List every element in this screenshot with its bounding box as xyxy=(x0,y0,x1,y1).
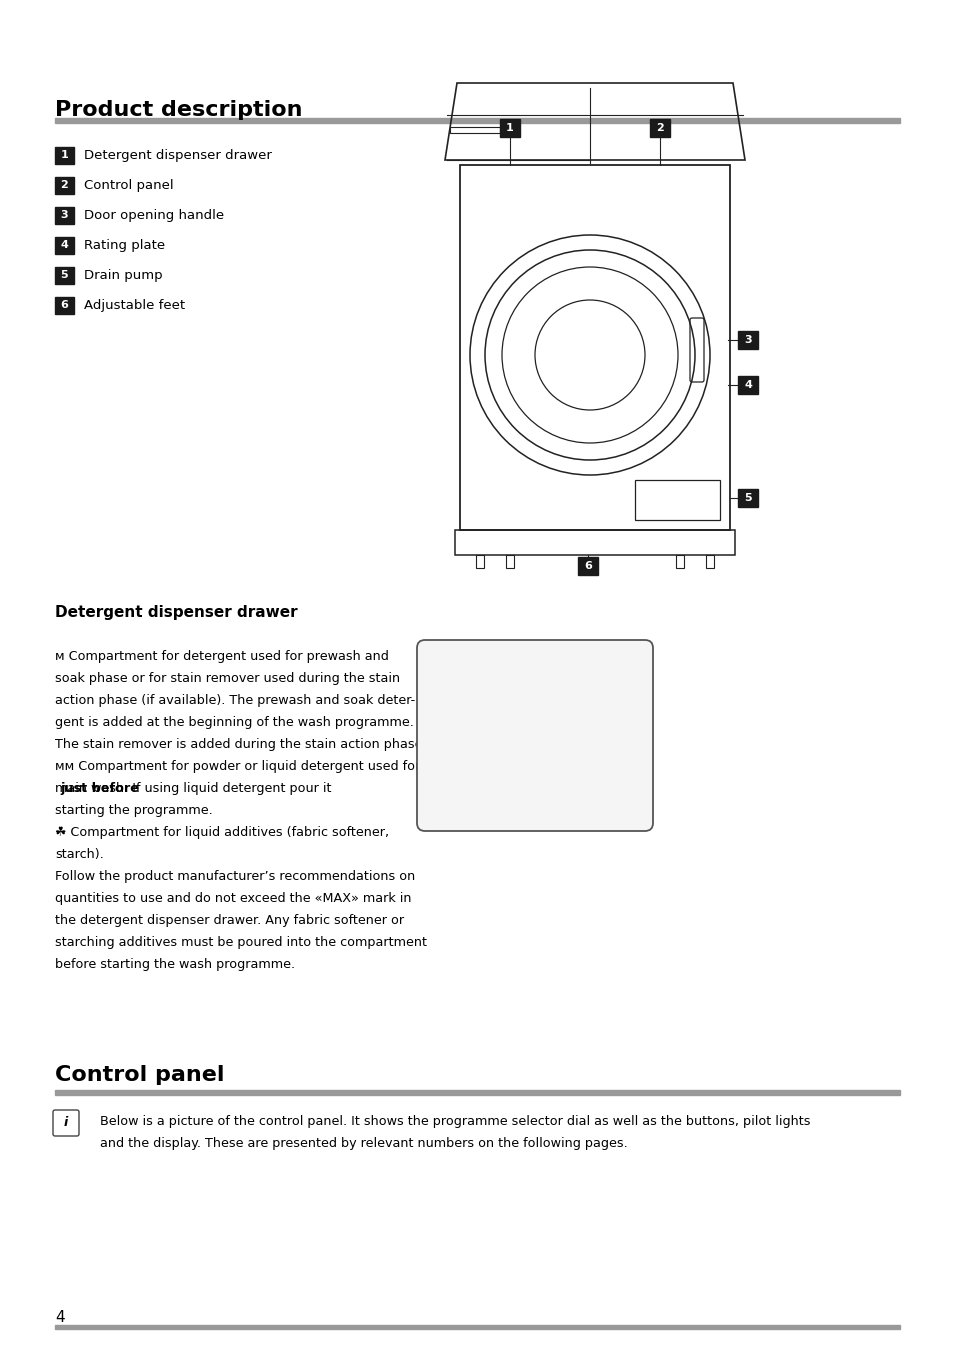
Text: 4: 4 xyxy=(743,380,751,389)
Bar xyxy=(55,296,74,314)
Text: gent is added at the beginning of the wash programme.: gent is added at the beginning of the wa… xyxy=(55,717,414,729)
Bar xyxy=(738,489,758,507)
Text: starching additives must be poured into the compartment: starching additives must be poured into … xyxy=(55,936,427,949)
Text: Detergent dispenser drawer: Detergent dispenser drawer xyxy=(84,149,272,161)
Text: 5: 5 xyxy=(743,493,751,503)
Text: Control panel: Control panel xyxy=(84,178,173,192)
Bar xyxy=(55,177,74,193)
Text: ᴍᴍ Compartment for powder or liquid detergent used for: ᴍᴍ Compartment for powder or liquid dete… xyxy=(55,760,420,773)
Text: 4: 4 xyxy=(60,241,69,250)
Text: 3: 3 xyxy=(61,210,69,220)
Bar xyxy=(455,530,734,556)
Text: Rating plate: Rating plate xyxy=(84,238,165,251)
Text: 3: 3 xyxy=(743,335,751,345)
Text: i: i xyxy=(64,1117,68,1129)
Bar xyxy=(55,118,899,123)
Text: Follow the product manufacturer’s recommendations on: Follow the product manufacturer’s recomm… xyxy=(55,869,415,883)
Bar xyxy=(55,207,74,223)
Text: Control panel: Control panel xyxy=(55,1065,224,1086)
Text: just before: just before xyxy=(61,781,139,795)
Text: Below is a picture of the control panel. It shows the programme selector dial as: Below is a picture of the control panel.… xyxy=(100,1115,810,1128)
Text: 2: 2 xyxy=(656,123,663,132)
Bar xyxy=(676,556,683,568)
Bar xyxy=(55,1090,899,1095)
FancyBboxPatch shape xyxy=(416,639,652,831)
Text: Product description: Product description xyxy=(55,100,302,120)
Bar xyxy=(55,237,74,254)
Bar xyxy=(55,266,74,284)
Bar xyxy=(738,331,758,349)
Text: [ drawer image ]: [ drawer image ] xyxy=(494,730,576,741)
Text: 6: 6 xyxy=(583,561,591,571)
Text: starting the programme.: starting the programme. xyxy=(55,804,213,817)
Bar xyxy=(450,127,499,132)
Bar xyxy=(505,556,514,568)
Text: the detergent dispenser drawer. Any fabric softener or: the detergent dispenser drawer. Any fabr… xyxy=(55,914,404,927)
Bar xyxy=(476,556,483,568)
Bar xyxy=(635,480,720,521)
Text: Drain pump: Drain pump xyxy=(84,269,162,281)
Bar xyxy=(55,1325,899,1329)
Text: action phase (if available). The prewash and soak deter-: action phase (if available). The prewash… xyxy=(55,694,415,707)
Text: ☘ Compartment for liquid additives (fabric softener,: ☘ Compartment for liquid additives (fabr… xyxy=(55,826,389,840)
Text: starch).: starch). xyxy=(55,848,104,861)
Text: main wash. If using liquid detergent pour it: main wash. If using liquid detergent pou… xyxy=(55,781,335,795)
Text: 2: 2 xyxy=(61,180,69,191)
Bar xyxy=(705,556,713,568)
Text: The stain remover is added during the stain action phase.: The stain remover is added during the st… xyxy=(55,738,426,750)
Text: before starting the wash programme.: before starting the wash programme. xyxy=(55,959,294,971)
Text: Detergent dispenser drawer: Detergent dispenser drawer xyxy=(55,604,297,621)
Text: 1: 1 xyxy=(506,123,514,132)
Text: 5: 5 xyxy=(61,270,69,280)
Text: Adjustable feet: Adjustable feet xyxy=(84,299,185,311)
Text: 6: 6 xyxy=(60,300,69,310)
Text: soak phase or for stain remover used during the stain: soak phase or for stain remover used dur… xyxy=(55,672,399,685)
Text: Door opening handle: Door opening handle xyxy=(84,208,224,222)
Text: ᴍ Compartment for detergent used for prewash and: ᴍ Compartment for detergent used for pre… xyxy=(55,650,389,662)
Bar xyxy=(55,146,74,164)
Bar xyxy=(738,376,758,393)
Text: 4: 4 xyxy=(55,1310,65,1325)
Bar xyxy=(649,119,669,137)
Bar xyxy=(578,557,598,575)
Bar xyxy=(499,119,519,137)
Text: 1: 1 xyxy=(61,150,69,160)
Text: quantities to use and do not exceed the «MAX» mark in: quantities to use and do not exceed the … xyxy=(55,892,411,904)
Bar xyxy=(459,165,729,530)
Text: and the display. These are presented by relevant numbers on the following pages.: and the display. These are presented by … xyxy=(100,1137,627,1151)
